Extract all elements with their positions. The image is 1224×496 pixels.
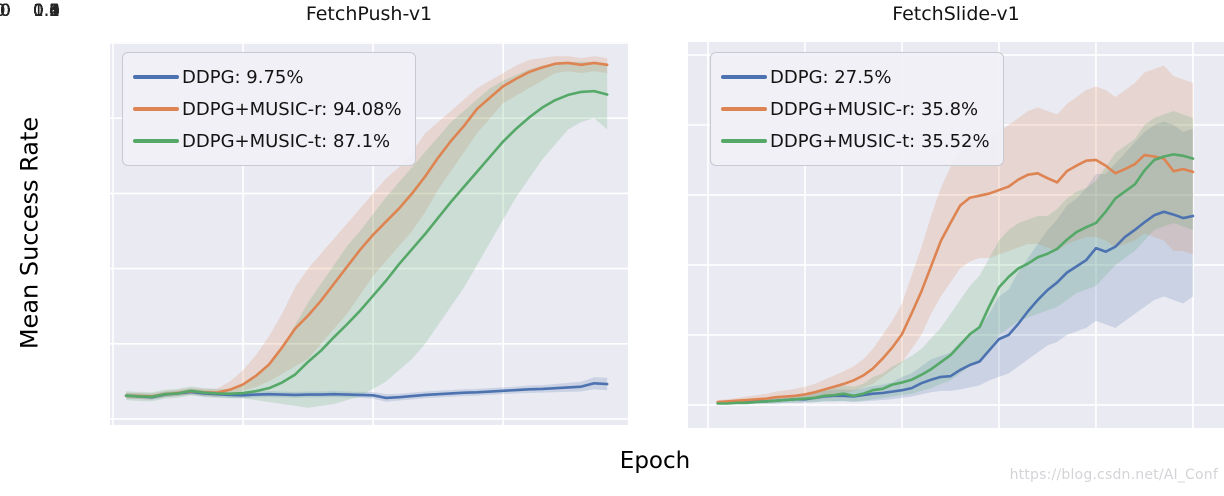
x-tick-label: 0 bbox=[0, 0, 5, 22]
y-tick-label: 1.0 bbox=[32, 1, 60, 21]
right-plot-legend: DDPG: 27.5% DDPG+MUSIC-r: 35.8% DDPG+MUS… bbox=[710, 52, 1004, 166]
series-line-ddpg-music-r bbox=[716, 153, 1195, 404]
x-tick-label: 10 bbox=[0, 1, 11, 21]
x-tick-label: 10 bbox=[0, 1, 11, 21]
x-tick-label: 20 bbox=[0, 1, 11, 21]
x-tick-label: 0 bbox=[0, 0, 5, 22]
y-tick-label: 0.4 bbox=[32, 1, 60, 21]
legend-label: DDPG+MUSIC-t: 87.1% bbox=[182, 130, 391, 152]
confidence-band-ddpg-music-r bbox=[125, 56, 608, 400]
left-plot-title: FetchPush-v1 bbox=[305, 3, 433, 25]
legend-line-swatch-ddpg-music-t bbox=[133, 139, 179, 143]
legend-row: DDPG+MUSIC-t: 35.52% bbox=[721, 125, 990, 157]
y-tick-label: 0.8 bbox=[32, 1, 60, 21]
x-tick-label: 20 bbox=[0, 1, 11, 21]
legend-line-swatch-ddpg bbox=[721, 75, 767, 79]
y-tick-label: 0.0 bbox=[32, 1, 60, 21]
watermark-text: https://blog.csdn.net/AI_Conf bbox=[1009, 467, 1218, 483]
y-tick-label: 0.3 bbox=[32, 1, 60, 21]
legend-label: DDPG+MUSIC-r: 35.8% bbox=[770, 98, 979, 120]
x-tick-label: 30 bbox=[0, 1, 11, 21]
left-plot-legend: DDPG: 9.75% DDPG+MUSIC-r: 94.08% DDPG+MU… bbox=[122, 52, 416, 166]
legend-line-swatch-ddpg-music-r bbox=[133, 107, 179, 111]
confidence-band-ddpg-music-r bbox=[717, 65, 1193, 404]
y-tick-label: 0.6 bbox=[32, 1, 60, 21]
confidence-band-ddpg bbox=[717, 121, 1193, 405]
legend-row: DDPG+MUSIC-r: 35.8% bbox=[721, 93, 990, 125]
legend-row: DDPG: 27.5% bbox=[721, 61, 990, 93]
y-tick-label: 0.4 bbox=[32, 1, 60, 21]
y-tick-label: 0.2 bbox=[32, 1, 60, 21]
legend-label: DDPG+MUSIC-r: 94.08% bbox=[182, 98, 402, 120]
y-tick-label: 0.5 bbox=[32, 1, 60, 21]
x-tick-label: 30 bbox=[0, 1, 11, 21]
x-tick-label: 50 bbox=[0, 1, 11, 21]
y-tick-label: 0.0 bbox=[32, 1, 60, 21]
legend-row: DDPG+MUSIC-r: 94.08% bbox=[133, 93, 402, 125]
legend-row: DDPG+MUSIC-t: 87.1% bbox=[133, 125, 402, 157]
y-tick-label: 0.2 bbox=[32, 1, 60, 21]
legend-row: DDPG: 9.75% bbox=[133, 61, 402, 93]
legend-label: DDPG: 9.75% bbox=[182, 66, 304, 88]
legend-label: DDPG+MUSIC-t: 35.52% bbox=[770, 130, 990, 152]
right-plot-title: FetchSlide-v1 bbox=[892, 3, 1020, 25]
y-axis-label: Mean Success Rate bbox=[15, 116, 44, 350]
confidence-band-ddpg-music-t bbox=[717, 110, 1193, 405]
confidence-band-ddpg-music-t bbox=[125, 61, 608, 408]
legend-line-swatch-ddpg-music-t bbox=[721, 139, 767, 143]
series-line-ddpg-music-t bbox=[124, 89, 609, 399]
y-tick-label: 0.1 bbox=[32, 1, 60, 21]
x-axis-label: Epoch bbox=[619, 448, 691, 474]
series-line-ddpg-music-t bbox=[716, 153, 1195, 405]
legend-label: DDPG: 27.5% bbox=[770, 66, 892, 88]
x-tick-label: 40 bbox=[0, 1, 11, 21]
legend-line-swatch-ddpg-music-r bbox=[721, 107, 767, 111]
legend-line-swatch-ddpg bbox=[133, 75, 179, 79]
